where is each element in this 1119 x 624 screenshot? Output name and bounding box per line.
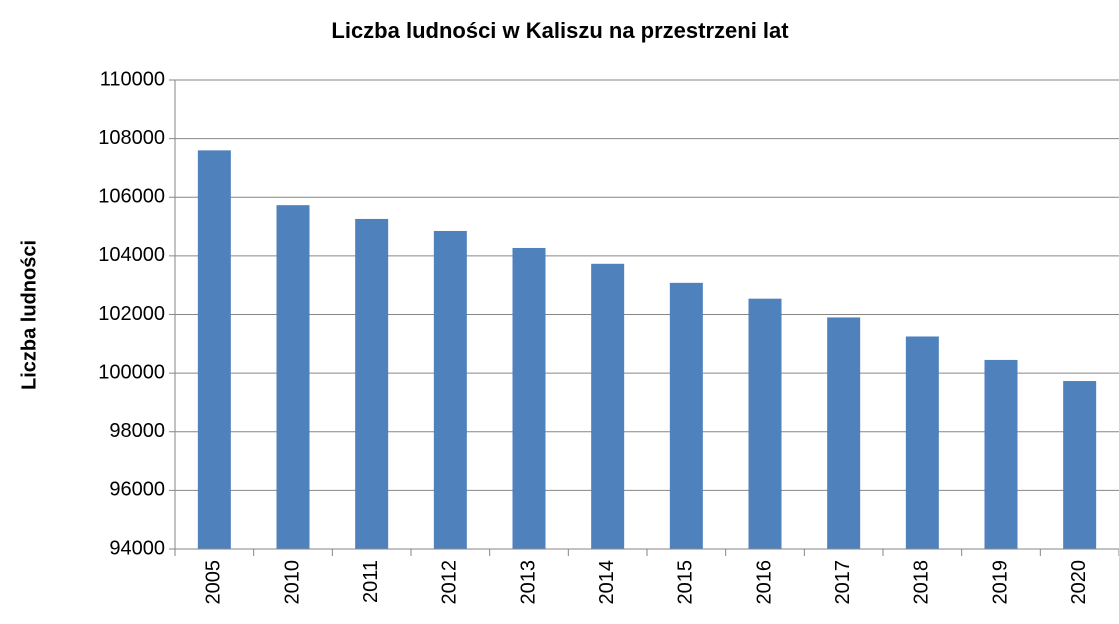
bar bbox=[355, 218, 389, 549]
bar bbox=[827, 317, 861, 549]
x-tick-label: 2018 bbox=[911, 560, 933, 605]
y-tick-label: 100000 bbox=[98, 361, 165, 383]
x-tick-label: 2015 bbox=[675, 560, 697, 605]
x-tick-label: 2017 bbox=[832, 560, 854, 605]
bar bbox=[984, 359, 1018, 549]
x-tick-label: 2019 bbox=[989, 560, 1011, 605]
bar bbox=[1063, 381, 1097, 549]
x-tick-label: 2010 bbox=[281, 560, 303, 605]
bar bbox=[512, 247, 546, 549]
y-tick-label: 110000 bbox=[100, 68, 165, 90]
bar bbox=[669, 282, 703, 549]
bar bbox=[748, 298, 782, 549]
x-tick-label: 2014 bbox=[596, 560, 618, 605]
y-tick-label: 108000 bbox=[98, 127, 165, 149]
y-tick-label: 94000 bbox=[109, 537, 165, 559]
bar bbox=[905, 336, 939, 549]
x-tick-label: 2012 bbox=[439, 560, 461, 605]
x-tick-label: 2020 bbox=[1068, 560, 1090, 605]
x-tick-label: 2013 bbox=[517, 560, 539, 605]
x-tick-label: 2016 bbox=[753, 560, 775, 605]
bar bbox=[276, 205, 310, 549]
y-axis-label: Liczba ludności bbox=[18, 240, 40, 390]
bar bbox=[433, 230, 467, 549]
y-tick-label: 98000 bbox=[109, 420, 165, 442]
y-tick-label: 96000 bbox=[109, 479, 165, 501]
bar bbox=[197, 150, 231, 549]
y-tick-label: 104000 bbox=[98, 244, 165, 266]
y-tick-label: 102000 bbox=[98, 303, 165, 325]
chart-title: Liczba ludności w Kaliszu na przestrzeni… bbox=[331, 18, 789, 43]
bar bbox=[591, 263, 625, 549]
x-tick-label: 2005 bbox=[203, 560, 225, 605]
y-tick-label: 106000 bbox=[98, 186, 165, 208]
x-tick-label: 2011 bbox=[360, 560, 382, 603]
